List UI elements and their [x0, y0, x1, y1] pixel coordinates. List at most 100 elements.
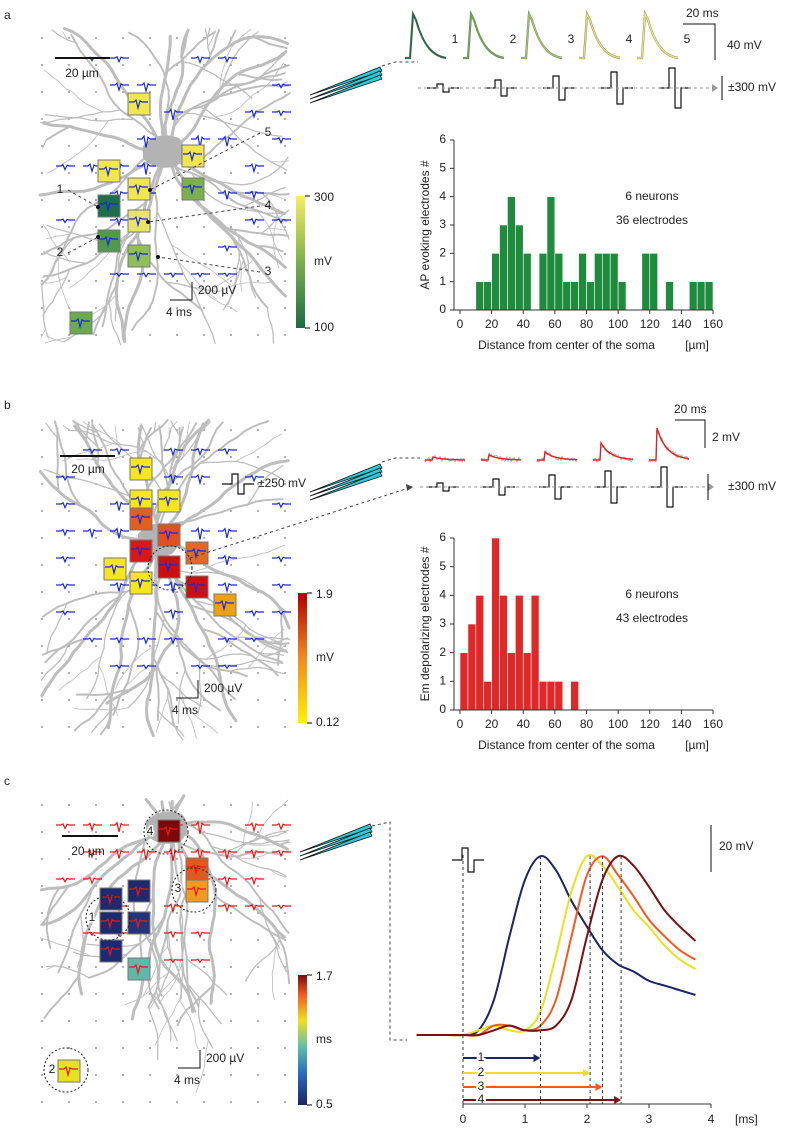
em-trace-raw	[480, 452, 522, 463]
dendrite	[267, 930, 288, 973]
electrode-dot	[68, 564, 70, 566]
x-tick-label: 1	[522, 1112, 529, 1126]
dendrite	[43, 237, 76, 283]
time-scale: 20 ms	[686, 6, 719, 20]
electrode-dot	[68, 172, 70, 174]
waveform	[215, 599, 234, 612]
colorbar	[298, 593, 307, 723]
dendrite	[196, 653, 251, 660]
electrode-dot	[230, 280, 232, 282]
waveform	[164, 608, 183, 621]
electrode-dot	[203, 645, 205, 647]
ap-trace	[579, 11, 621, 59]
waveform	[110, 527, 129, 539]
dendrite	[76, 451, 148, 461]
waveform	[83, 822, 102, 833]
waveform	[187, 547, 206, 560]
electrode-dot	[95, 510, 97, 512]
waveform	[164, 581, 183, 593]
electrode-dot	[95, 1101, 97, 1103]
circle-label: 4	[147, 824, 154, 838]
trace-label: 1	[452, 32, 459, 46]
dendrite	[184, 822, 290, 934]
waveform	[56, 163, 75, 172]
electrode-dot	[203, 253, 205, 255]
dendrite	[245, 939, 281, 982]
electrode-dot	[203, 172, 205, 174]
electrode-dot	[41, 993, 43, 995]
waveform	[191, 272, 210, 278]
dendrite	[199, 106, 288, 171]
dendrite	[150, 964, 183, 1009]
electrode-dot	[122, 226, 124, 228]
electrode-dot	[122, 726, 124, 728]
waveform	[131, 463, 150, 476]
electrode-dot	[122, 510, 124, 512]
dendrite	[154, 610, 248, 678]
waveform	[164, 958, 183, 964]
waveform	[218, 637, 237, 644]
dendrite	[157, 710, 185, 737]
bar	[475, 281, 485, 311]
waveform	[164, 903, 183, 914]
dendrite	[44, 596, 120, 664]
electrode-dot	[284, 564, 286, 566]
electrode-dot	[95, 993, 97, 995]
dendrite	[158, 34, 172, 154]
electrode-dot	[230, 334, 232, 336]
electrode-dot	[149, 1074, 151, 1076]
electrode-dot	[41, 537, 43, 539]
electrode-dot	[203, 91, 205, 93]
electrode-dot	[176, 253, 178, 255]
dendrite	[91, 424, 134, 506]
electrode-dot	[257, 885, 259, 887]
electrode-label: 3	[265, 264, 272, 278]
pipette	[309, 467, 383, 497]
electrode-dot	[284, 37, 286, 39]
waveform	[56, 555, 75, 564]
waveform	[110, 55, 129, 64]
dendrite	[271, 946, 278, 1001]
dendrite	[147, 841, 183, 1009]
dendrite	[222, 259, 245, 311]
waveform	[272, 83, 291, 89]
dendrite	[151, 826, 195, 1014]
dendrite	[255, 245, 284, 253]
electrode-dot	[203, 334, 205, 336]
waveform	[272, 556, 291, 563]
electrode-dot	[284, 118, 286, 120]
highlight-circle	[43, 1047, 89, 1093]
dendrite	[201, 309, 216, 344]
electrode-dot	[257, 1101, 259, 1103]
waveform	[218, 189, 237, 200]
dendrite	[166, 826, 218, 1005]
dendrite	[214, 895, 286, 941]
dendrite	[163, 564, 287, 613]
dendrite	[243, 186, 286, 207]
electrode-dot	[257, 966, 259, 968]
waveform	[218, 875, 237, 888]
dendrite	[57, 888, 93, 974]
dendrite	[40, 538, 162, 698]
dendrite	[84, 421, 90, 442]
electrode-dot	[284, 804, 286, 806]
electrode-dot	[257, 172, 259, 174]
dendrite	[70, 33, 158, 138]
electrode-dot	[257, 483, 259, 485]
waveform	[164, 636, 183, 646]
electrode-dot	[176, 939, 178, 941]
electrode-dot	[257, 537, 259, 539]
waveform	[272, 610, 291, 616]
electrode-dot	[176, 307, 178, 309]
electrode-dot	[41, 699, 43, 701]
dendrite	[73, 691, 113, 732]
electrode-dot	[203, 537, 205, 539]
electrode-dot	[257, 564, 259, 566]
dendrite	[44, 114, 136, 122]
dendrite	[195, 1039, 209, 1093]
dendrite	[210, 259, 255, 292]
dendrite	[255, 658, 284, 664]
electrode-dot	[230, 1047, 232, 1049]
em-trace-mean	[593, 440, 634, 461]
colorbar-max: 300	[314, 190, 334, 204]
